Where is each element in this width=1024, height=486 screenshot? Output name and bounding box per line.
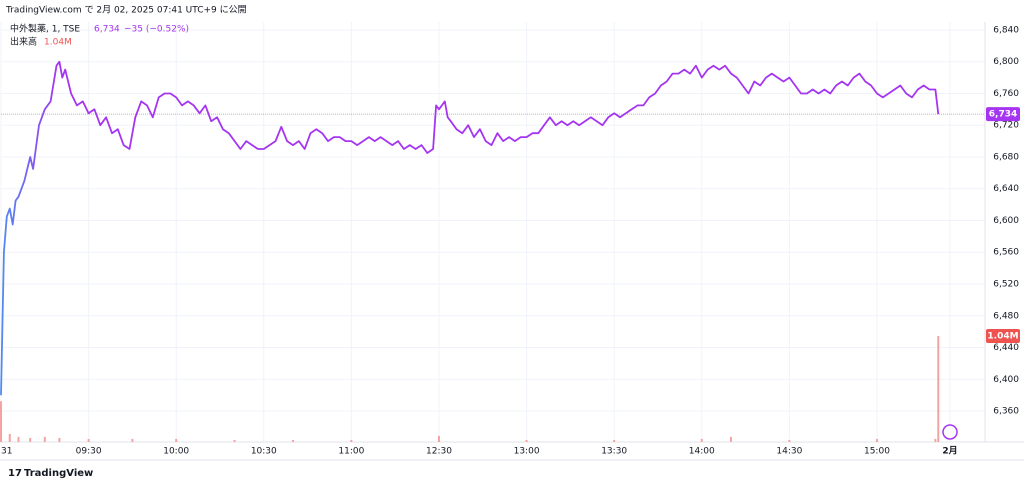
price-line: [0, 60, 940, 396]
volume-bar: [87, 438, 90, 442]
volume-bar: [934, 438, 937, 442]
logo: 17 TradingView: [8, 468, 93, 479]
y-tick-label: 6,600: [993, 216, 1019, 226]
volume-bar: [937, 336, 940, 442]
volume-bar: [525, 439, 528, 442]
x-tick-label: 14:00: [689, 447, 715, 457]
x-tick-label: 15:00: [864, 447, 890, 457]
symbol: 中外製薬, 1, TSE: [10, 23, 80, 35]
logo-text: TradingView: [24, 468, 93, 479]
volume-bar: [700, 438, 703, 442]
y-tick-label: 6,480: [993, 311, 1019, 321]
y-tick-label: 6,680: [993, 152, 1019, 162]
volume-bar: [175, 438, 178, 442]
x-tick-label: 12:30: [426, 447, 452, 457]
y-tick-label: 6,640: [993, 184, 1019, 194]
volume-bar: [58, 437, 61, 442]
y-tick-label: 6,840: [993, 25, 1019, 35]
x-tick-label: 13:00: [514, 447, 540, 457]
volume-bar: [875, 438, 878, 442]
x-tick-label: 14:30: [776, 447, 802, 457]
volume-bar: [788, 439, 791, 442]
volume-box: [986, 329, 1020, 343]
volume-title: 出来高: [10, 36, 37, 48]
price-box: [986, 107, 1020, 122]
volume-bar: [437, 435, 440, 442]
volume-bar: [29, 437, 32, 442]
y-tick-label: 6,800: [993, 57, 1019, 67]
x-tick-label: 2月: [942, 446, 957, 457]
legend-volume: 1.04M: [44, 38, 72, 48]
volume-bar: [0, 401, 2, 442]
x-tick-label: 10:30: [251, 447, 277, 457]
x-tick-label: 10:00: [163, 447, 189, 457]
legend-price: 6,734: [94, 25, 120, 35]
y-tick-label: 6,560: [993, 248, 1019, 258]
y-tick-label: 6,720: [993, 121, 1019, 131]
legend-change: −35 (−0.52%): [124, 25, 189, 35]
x-tick-label: 13:30: [601, 447, 627, 457]
volume-bar: [17, 436, 20, 442]
volume-box-label: 1.04M: [987, 332, 1018, 342]
published-note: TradingView.com で 2月 02, 2025 07:41 UTC+…: [5, 5, 247, 16]
volume-bar: [233, 439, 236, 442]
volume-bar: [613, 439, 616, 442]
y-tick-label: 6,400: [993, 375, 1019, 385]
x-tick-label: 11:00: [338, 447, 364, 457]
session-marker: [942, 424, 958, 440]
x-tick-label: 31: [1, 447, 12, 457]
x-tick-label: 09:30: [76, 447, 102, 457]
volume-bar: [8, 433, 11, 442]
y-tick-label: 6,440: [993, 343, 1019, 353]
y-tick-label: 6,360: [993, 407, 1019, 417]
volume-bar: [131, 438, 134, 442]
volume-bar: [291, 439, 294, 442]
volume-bar: [350, 439, 353, 442]
y-tick-label: 6,760: [993, 89, 1019, 99]
logo-mark: 17: [8, 468, 22, 479]
price-box-label: 6,734: [989, 110, 1017, 120]
volume-bar: [729, 436, 732, 442]
y-tick-label: 6,520: [993, 280, 1019, 290]
volume-bar: [43, 436, 46, 442]
